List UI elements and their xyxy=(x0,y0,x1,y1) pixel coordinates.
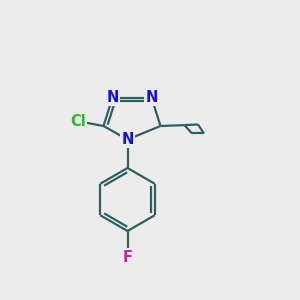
Text: N: N xyxy=(106,90,119,105)
Text: N: N xyxy=(145,90,158,105)
Text: N: N xyxy=(121,132,134,147)
Text: F: F xyxy=(122,250,133,265)
Text: Cl: Cl xyxy=(70,114,86,129)
